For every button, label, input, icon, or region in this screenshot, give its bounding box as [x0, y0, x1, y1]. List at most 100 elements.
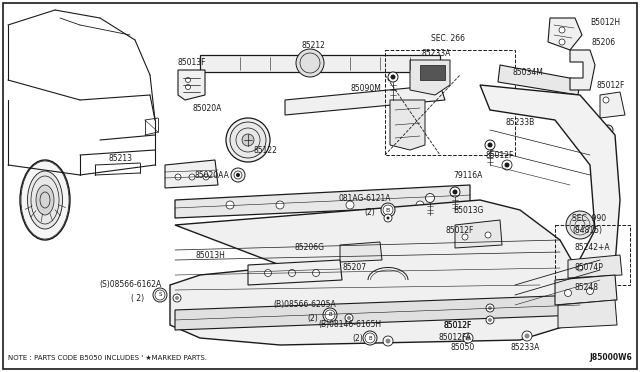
Text: 85013F: 85013F	[178, 58, 206, 67]
Text: (2): (2)	[365, 208, 376, 217]
Polygon shape	[455, 220, 502, 248]
Circle shape	[236, 173, 240, 177]
Circle shape	[276, 201, 284, 209]
Text: 85233B: 85233B	[506, 118, 534, 126]
Circle shape	[173, 294, 181, 302]
Text: 85074P: 85074P	[575, 263, 604, 273]
Circle shape	[346, 201, 354, 209]
Text: 85233A: 85233A	[510, 343, 540, 353]
Circle shape	[226, 201, 234, 209]
Circle shape	[488, 318, 492, 322]
Circle shape	[186, 84, 191, 90]
Text: 081AG-6121A: 081AG-6121A	[339, 193, 391, 202]
Circle shape	[312, 269, 319, 276]
Text: (2): (2)	[353, 334, 364, 343]
Text: 85206: 85206	[592, 38, 616, 46]
Text: 85034M: 85034M	[513, 67, 543, 77]
Polygon shape	[285, 85, 445, 115]
Text: (2): (2)	[308, 314, 318, 323]
Text: 85012F: 85012F	[486, 151, 514, 160]
Text: 85212: 85212	[301, 41, 325, 49]
Polygon shape	[175, 185, 470, 218]
Circle shape	[450, 187, 460, 197]
Polygon shape	[170, 200, 585, 345]
Ellipse shape	[36, 185, 54, 215]
Circle shape	[264, 269, 271, 276]
Circle shape	[230, 122, 266, 158]
Text: B: B	[328, 312, 332, 317]
Circle shape	[385, 339, 390, 343]
Polygon shape	[480, 85, 620, 312]
Polygon shape	[200, 55, 440, 72]
Text: 85233A: 85233A	[421, 48, 451, 58]
Circle shape	[577, 265, 583, 271]
Text: ( 2): ( 2)	[131, 294, 145, 302]
Polygon shape	[420, 65, 445, 80]
Text: 85012F: 85012F	[444, 321, 472, 330]
Circle shape	[488, 306, 492, 310]
Circle shape	[559, 27, 565, 33]
Text: (84815): (84815)	[572, 225, 602, 234]
Polygon shape	[568, 255, 622, 278]
Polygon shape	[558, 300, 617, 328]
Polygon shape	[165, 160, 218, 188]
Circle shape	[390, 74, 396, 80]
Text: 85012F: 85012F	[444, 321, 472, 330]
Circle shape	[231, 168, 245, 182]
Text: NOTE : PARTS CODE B5050 INCLUDES ' ★MARKED PARTS.: NOTE : PARTS CODE B5050 INCLUDES ' ★MARK…	[8, 355, 207, 361]
FancyBboxPatch shape	[3, 3, 637, 369]
Text: 85248: 85248	[575, 283, 599, 292]
Circle shape	[485, 140, 495, 150]
Circle shape	[242, 134, 254, 146]
Circle shape	[416, 201, 424, 209]
Text: (B)08146-6165H: (B)08146-6165H	[319, 321, 381, 330]
Polygon shape	[248, 260, 342, 285]
Text: 85012F: 85012F	[446, 225, 474, 234]
Circle shape	[566, 211, 594, 239]
Circle shape	[452, 189, 458, 195]
Text: 85012F: 85012F	[597, 80, 625, 90]
Circle shape	[463, 333, 473, 343]
Circle shape	[289, 269, 296, 276]
Circle shape	[383, 336, 393, 346]
Circle shape	[175, 296, 179, 300]
Circle shape	[462, 234, 468, 240]
Circle shape	[603, 125, 613, 135]
Circle shape	[586, 288, 593, 295]
Text: 85013H: 85013H	[195, 250, 225, 260]
Circle shape	[485, 232, 491, 238]
Circle shape	[486, 304, 494, 312]
Circle shape	[502, 160, 512, 170]
Text: B: B	[368, 336, 372, 340]
Circle shape	[186, 77, 191, 83]
Circle shape	[226, 118, 270, 162]
Text: B5013G: B5013G	[453, 205, 483, 215]
Text: SEC. 266: SEC. 266	[431, 33, 465, 42]
Text: B: B	[386, 208, 390, 212]
Text: B5012H: B5012H	[590, 17, 620, 26]
Text: 85012FA: 85012FA	[438, 334, 472, 343]
Circle shape	[488, 142, 493, 148]
Text: SEC. 990: SEC. 990	[572, 214, 606, 222]
Text: 85020A: 85020A	[192, 103, 221, 112]
Circle shape	[564, 289, 572, 296]
Polygon shape	[498, 65, 580, 95]
Polygon shape	[555, 275, 617, 305]
Text: 85207: 85207	[343, 263, 367, 273]
Circle shape	[323, 308, 337, 322]
Polygon shape	[340, 242, 382, 262]
Circle shape	[486, 316, 494, 324]
Text: 85206G: 85206G	[295, 244, 325, 253]
Polygon shape	[548, 18, 582, 50]
Text: 85090M: 85090M	[351, 83, 381, 93]
Circle shape	[388, 72, 398, 82]
Circle shape	[347, 316, 351, 320]
Polygon shape	[175, 295, 580, 330]
Text: 85050: 85050	[451, 343, 475, 353]
Ellipse shape	[20, 160, 70, 240]
Text: 85242+A: 85242+A	[575, 244, 611, 253]
Circle shape	[384, 214, 392, 222]
Circle shape	[387, 217, 390, 219]
Circle shape	[345, 314, 353, 322]
Ellipse shape	[28, 171, 63, 229]
